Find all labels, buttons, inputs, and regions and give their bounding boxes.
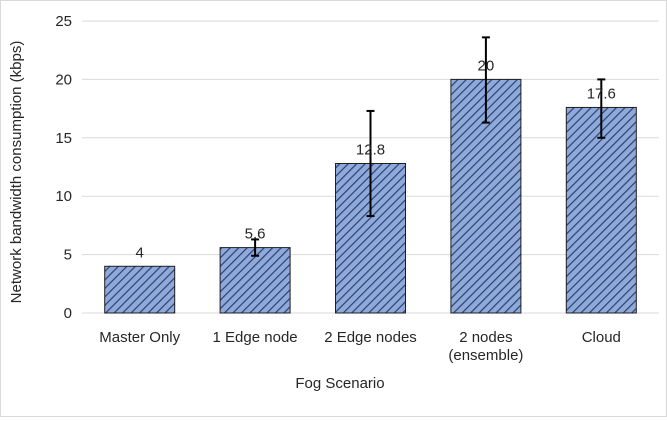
bar: [219, 247, 291, 314]
bar: [565, 106, 637, 314]
x-axis-title: Fog Scenario: [295, 375, 384, 392]
y-axis-ticks: 0 5 10 15 20 25: [55, 13, 72, 322]
data-label: 5.6: [245, 226, 266, 243]
data-labels: 4 5.6 12.8 20 17.6: [136, 57, 616, 261]
x-tick-label: Master Only: [99, 329, 180, 346]
x-tick-label: 2 nodes: [459, 329, 512, 346]
y-tick-label: 5: [64, 247, 72, 264]
x-tick-label: (ensemble): [448, 347, 523, 364]
y-tick-label: 15: [55, 130, 72, 147]
data-label: 12.8: [356, 141, 385, 158]
data-label: 17.6: [587, 85, 616, 102]
bar: [104, 265, 176, 314]
y-tick-label: 0: [64, 305, 72, 322]
y-tick-label: 10: [55, 188, 72, 205]
y-axis-title: Network bandwidth consumption (kbps): [8, 41, 25, 304]
x-tick-label: Cloud: [582, 329, 621, 346]
error-bars: [251, 36, 606, 257]
y-tick-label: 20: [55, 71, 72, 88]
x-tick-label: 1 Edge node: [213, 329, 298, 346]
x-axis-ticks: Master Only 1 Edge node 2 Edge nodes 2 node…: [99, 329, 621, 364]
x-tick-label: 2 Edge nodes: [324, 329, 417, 346]
y-tick-label: 25: [55, 13, 72, 30]
data-label: 20: [478, 57, 495, 74]
data-label: 4: [136, 244, 144, 261]
